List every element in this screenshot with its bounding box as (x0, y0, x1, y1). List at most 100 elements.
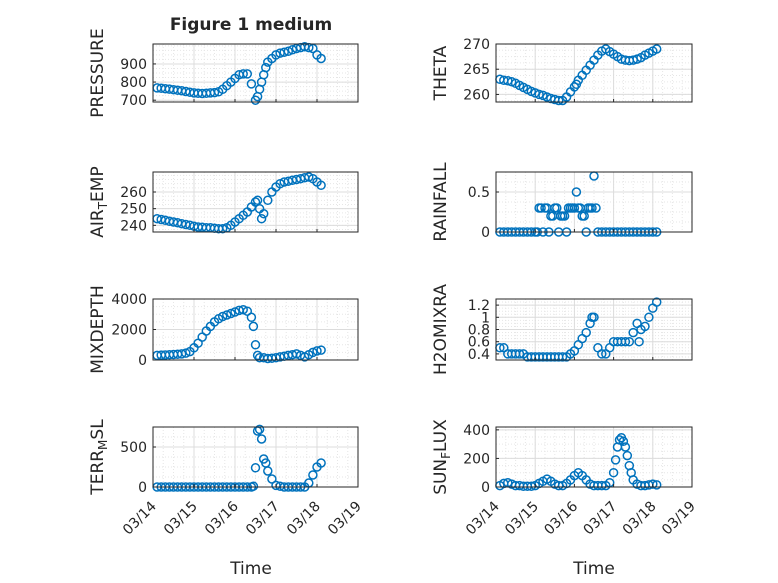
y-axis-label: SUNFLUX (431, 419, 453, 495)
data-point (230, 307, 240, 317)
data-point (308, 347, 318, 358)
data-point (250, 463, 261, 473)
data-point (176, 349, 187, 359)
data-point (242, 69, 253, 79)
x-axis-label-left: Time (229, 559, 272, 579)
data-point (581, 327, 591, 338)
data-point (514, 349, 525, 359)
data-point (316, 458, 326, 468)
y-tick-label: 250 (120, 202, 147, 218)
axes-box (495, 43, 693, 103)
x-tick-label: 03/18 (620, 499, 660, 539)
y-axis-label-subscript: T (96, 201, 110, 210)
data-point (246, 79, 257, 89)
data-point (222, 310, 232, 320)
subplot-4: 0 0.5 RAINFALL (431, 162, 693, 242)
data-point (589, 312, 599, 323)
data-point (571, 187, 582, 197)
y-axis-label-subscript: M (96, 440, 110, 450)
data-point (608, 467, 619, 478)
data-point (651, 44, 662, 54)
data-point (256, 213, 267, 224)
data-point (628, 327, 638, 338)
data-point (316, 53, 326, 64)
data-point (226, 308, 236, 319)
data-point (217, 223, 228, 234)
y-tick-label: 200 (463, 451, 490, 467)
y-tick-label: 400 (463, 423, 490, 439)
data-point (644, 312, 654, 323)
data-point (279, 47, 289, 57)
data-point (557, 352, 568, 362)
data-point (634, 336, 644, 347)
y-tick-label: 0 (138, 353, 147, 369)
figure-title: Figure 1 medium (170, 15, 332, 35)
x-tick-label: 03/18 (284, 499, 324, 539)
data-point (316, 345, 326, 355)
data-point (624, 336, 635, 347)
y-tick-label: 1 (481, 310, 490, 326)
y-axis-label-text: TERR (88, 450, 108, 496)
data-point (283, 46, 294, 57)
y-tick-label: 900 (120, 57, 147, 73)
y-axis-label-subscript: F (439, 452, 453, 459)
axes-box (495, 426, 693, 488)
y-tick-label: 0 (138, 480, 147, 496)
data-point (256, 434, 267, 444)
y-axis-label-text: MIXDEPTH (88, 285, 108, 374)
y-tick-label: 500 (120, 440, 147, 456)
y-axis-label-text: AIR (88, 209, 108, 238)
x-tick-label: 03/15 (161, 499, 201, 539)
data-point (252, 195, 263, 206)
y-tick-label: 0 (481, 225, 490, 241)
y-axis-label-suffix: EMP (88, 166, 108, 202)
y-axis-label-text: H2OMIXRA (431, 284, 451, 375)
data-point (640, 321, 650, 332)
y-tick-label: 240 (120, 218, 147, 234)
x-tick-label: 03/16 (541, 498, 581, 538)
data-point (597, 480, 607, 491)
data-point (252, 350, 263, 361)
data-point (579, 211, 589, 221)
data-point (209, 87, 220, 98)
y-tick-label: 0.6 (468, 335, 490, 351)
data-point (267, 474, 277, 484)
x-axis-label-right: Time (572, 559, 615, 579)
data-point (250, 340, 261, 350)
subplot-2: 260 265 270 THETA (431, 37, 693, 106)
y-tick-label: 700 (120, 93, 147, 109)
y-axis-label: PRESSURE (88, 28, 108, 117)
data-point (308, 470, 318, 480)
subplot-7: 0 500 03/14 03/15 03/16 03/17 03/18 03/19 TERRMS… (88, 419, 365, 539)
x-tick-label: 03/14 (120, 498, 160, 538)
data-point (258, 208, 269, 219)
y-tick-label: 4000 (111, 292, 147, 308)
data-point (250, 197, 261, 207)
x-tick-label: 03/17 (581, 499, 621, 539)
data-point (559, 211, 570, 221)
subplot-8: 0 200 400 03/14 03/15 03/16 03/17 03/18 03/19 SUN… (431, 419, 699, 539)
axes-box (152, 171, 359, 233)
data-point (536, 203, 546, 213)
x-tick-label: 03/19 (325, 499, 365, 539)
axes-box (495, 171, 693, 233)
data-point (552, 203, 562, 213)
data-point (620, 442, 631, 452)
y-axis-label: AIRTEMP (88, 166, 110, 237)
data-point (263, 195, 273, 206)
data-point (246, 312, 257, 323)
data-point (648, 479, 658, 489)
data-point (587, 203, 597, 213)
axes-box (152, 43, 359, 103)
data-point (248, 321, 259, 332)
data-point (312, 346, 322, 356)
data-point (248, 481, 259, 491)
y-tick-label: 265 (463, 62, 490, 78)
y-tick-label: 0.5 (468, 185, 490, 201)
data-point (597, 349, 607, 359)
data-point (622, 450, 633, 461)
y-axis-label: RAINFALL (431, 162, 451, 242)
y-axis-label-text: THETA (431, 45, 451, 101)
data-point (569, 203, 580, 213)
